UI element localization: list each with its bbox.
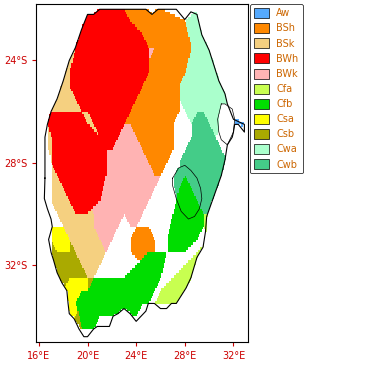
Legend: Aw, BSh, BSk, BWh, BWk, Cfa, Cfb, Csa, Csb, Cwa, Cwb: Aw, BSh, BSk, BWh, BWk, Cfa, Cfb, Csa, C…: [250, 4, 303, 173]
